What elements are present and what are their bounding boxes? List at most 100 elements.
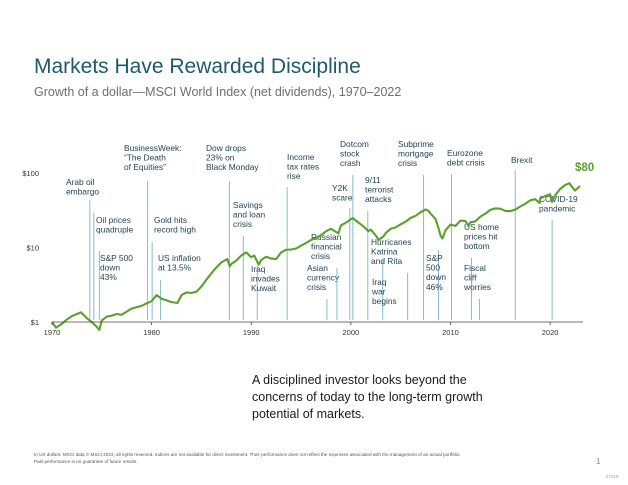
event-annotation-line: crisis — [233, 219, 252, 229]
event-annotation-line: bottom — [464, 241, 490, 251]
disclaimer-line: Past performance is no guarantee of futu… — [34, 458, 138, 464]
event-annotation-line: Russian — [311, 232, 342, 242]
event-annotation-label: Iraq invades Kuwait — [251, 264, 280, 293]
event-annotation-line: Subprime — [398, 139, 434, 149]
event-annotation-line: tax rates — [287, 162, 319, 172]
event-annotation-line: begins — [372, 296, 397, 306]
event-annotation-label: Russian financial crisis — [311, 232, 342, 261]
event-annotation-label: Fiscal cliff worries — [463, 263, 491, 292]
series-line-group: $80 — [51, 162, 594, 332]
event-annotation-label: Hurricanes Katrina and Rita — [371, 237, 412, 266]
event-annotation-line: scare — [332, 193, 353, 203]
event-annotation-label: S&P 500 down 46% — [426, 253, 446, 292]
x-tick-label: 2010 — [442, 328, 459, 337]
event-annotation-line: 46% — [426, 282, 443, 292]
event-annotation-line: quadruple — [96, 225, 134, 235]
event-annotation-line: Arab oil — [66, 177, 95, 187]
event-annotation-line: Brexit — [511, 155, 533, 165]
event-annotation-line: and loan — [233, 210, 265, 220]
event-annotation-label: Brexit — [511, 155, 533, 165]
event-annotation-line: S&P — [426, 253, 443, 263]
x-tick-label: 1970 — [44, 328, 61, 337]
event-annotation-label: COVID-19 pandemic — [539, 194, 578, 214]
event-annotation-label: Oil prices quadruple — [96, 215, 134, 235]
event-annotation-line: Iraq — [372, 277, 387, 287]
axes: 1970 1980 1990 2000 2010 2020 $1 $10 $100 — [22, 169, 583, 337]
event-annotation-line: down — [426, 272, 446, 282]
x-tick-label: 1990 — [243, 328, 260, 337]
event-annotation-line: Eurozone — [447, 148, 483, 158]
event-annotation-line: Katrina — [371, 247, 398, 257]
event-annotation-line: “The Death — [124, 153, 166, 163]
event-annotation-line: of Equities” — [124, 162, 166, 172]
x-tick-label: 1980 — [143, 328, 160, 337]
growth-line — [51, 182, 581, 332]
event-annotation-line: Asian — [307, 263, 328, 273]
event-annotation-line: 9/11 — [365, 175, 381, 185]
y-tick-label: $1 — [31, 318, 39, 327]
event-annotation-line: embargo — [66, 187, 99, 197]
event-annotation-line: Black Monday — [206, 162, 259, 172]
event-annotation-line: invades — [251, 274, 280, 284]
event-annotation-label: Subprime mortgage crisis — [398, 139, 434, 168]
page-number: 1 — [596, 457, 601, 466]
event-annotation-line: and Rita — [371, 256, 403, 266]
event-annotation-line: down — [100, 263, 120, 273]
disclaimer-line: In US dollars. MSCI data © MSCI 2023, al… — [34, 452, 461, 457]
event-annotation-line: BusinessWeek: — [124, 143, 182, 153]
event-annotation-line: mortgage — [398, 149, 434, 159]
disclaimer-footnote: In US dollars. MSCI data © MSCI 2023, al… — [34, 452, 574, 465]
event-annotations: Arab oil embargo Oil prices quadruple S&P 50… — [66, 139, 578, 320]
event-annotation-line: Dotcom — [340, 139, 369, 149]
event-annotation-line: cliff — [464, 273, 477, 283]
event-annotation-label: Dow drops 23% on Black Monday — [206, 143, 259, 172]
event-annotation-label: Asian currency crisis — [307, 263, 340, 292]
event-annotation-line: debt crisis — [447, 158, 485, 168]
event-annotation-line: stock — [340, 149, 360, 159]
event-annotation-line: currency — [307, 273, 340, 283]
event-annotation-line: crash — [340, 158, 361, 168]
event-annotation-line: US home — [464, 222, 499, 232]
event-annotation-line: Iraq — [251, 264, 266, 274]
event-annotation-line: Dow drops — [206, 143, 246, 153]
event-annotation-line: prices hit — [464, 232, 498, 242]
slide-subtitle: Growth of a dollar—MSCI World Index (net… — [34, 85, 402, 99]
event-annotation-label: US home prices hit bottom — [464, 222, 499, 251]
event-annotation-line: 43% — [100, 272, 117, 282]
x-tick-label: 2000 — [343, 328, 360, 337]
event-annotation-line: worries — [463, 282, 491, 292]
event-annotation-line: 23% on — [206, 153, 235, 163]
event-annotation-label: Income tax rates rise — [287, 152, 319, 181]
event-annotation-line: crisis — [311, 251, 330, 261]
event-annotation-label: Eurozone debt crisis — [447, 148, 485, 168]
event-annotation-line: Savings — [233, 200, 263, 210]
event-annotation-line: Hurricanes — [371, 237, 412, 247]
event-annotation-label: BusinessWeek: “The Death of Equities” — [124, 143, 182, 172]
event-annotation-label: Iraq war begins — [371, 277, 397, 306]
event-annotation-label: US inflation at 13.5% — [158, 253, 201, 273]
y-tick-label: $100 — [22, 169, 39, 178]
event-annotation-label: 9/11 terrorist attacks — [365, 175, 394, 204]
event-annotation-line: US inflation — [158, 253, 201, 263]
tagline: A disciplined investor looks beyond the … — [252, 373, 483, 421]
x-tick-label: 2020 — [542, 328, 559, 337]
event-annotation-line: crisis — [307, 282, 326, 292]
event-annotation-line: Y2K — [332, 183, 348, 193]
event-annotation-line: Income — [287, 152, 315, 162]
event-annotation-line: record high — [154, 225, 196, 235]
event-annotation-line: COVID-19 — [539, 194, 578, 204]
event-annotation-line: Kuwait — [251, 283, 277, 293]
end-value-label: $80 — [575, 162, 594, 174]
event-annotation-label: Arab oil embargo — [66, 177, 99, 197]
event-annotation-label: Savings and loan crisis — [233, 200, 265, 229]
y-tick-label: $10 — [26, 244, 39, 253]
event-annotation-line: war — [371, 287, 386, 297]
event-annotation-line: terrorist — [365, 185, 394, 195]
event-annotation-line: at 13.5% — [158, 263, 192, 273]
event-annotation-line: pandemic — [539, 204, 575, 214]
event-annotation-line: rise — [287, 171, 301, 181]
event-annotation-line: 500 — [426, 263, 440, 273]
event-annotation-line: attacks — [365, 194, 392, 204]
event-annotation-line: crisis — [398, 158, 417, 168]
event-annotation-line: Oil prices — [96, 215, 131, 225]
